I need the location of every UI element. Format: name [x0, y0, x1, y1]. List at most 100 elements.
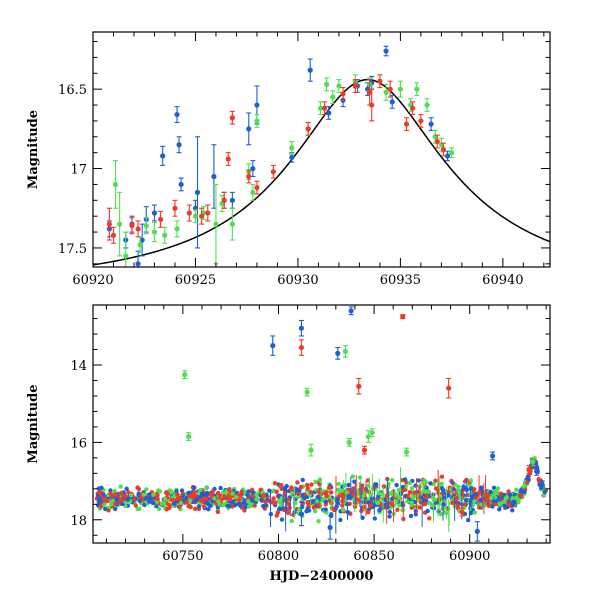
baseline-point — [254, 497, 259, 502]
baseline-point — [141, 492, 146, 497]
baseline-point — [199, 498, 205, 504]
baseline-point — [407, 480, 412, 486]
baseline-point — [489, 495, 494, 501]
data-point — [117, 221, 123, 227]
data-point — [369, 102, 375, 108]
top-panel: 60920 60925 60930 60935 60940 16.5 17 17.5 Magni… — [26, 31, 551, 288]
baseline-point — [151, 492, 156, 497]
baseline-point — [289, 490, 295, 496]
baseline-point — [112, 488, 118, 494]
baseline-point — [430, 503, 435, 508]
baseline-point — [309, 482, 314, 487]
data-point — [459, 509, 465, 515]
baseline-point — [380, 491, 385, 497]
baseline-point — [402, 477, 408, 482]
baseline-point — [466, 517, 471, 523]
baseline-point — [113, 493, 118, 498]
data-point — [151, 210, 158, 216]
rise-point — [514, 495, 519, 500]
baseline-point — [461, 486, 466, 491]
y-tick-label: 17.5 — [58, 242, 87, 257]
baseline-point — [418, 491, 424, 496]
baseline-point — [313, 479, 318, 485]
baseline-point — [413, 512, 418, 517]
baseline-point — [241, 498, 247, 503]
baseline-point — [502, 503, 507, 508]
y-tick-label: 16.5 — [58, 83, 87, 98]
baseline-point — [128, 493, 134, 498]
data-point — [383, 48, 389, 54]
baseline-point — [295, 480, 300, 485]
baseline-point — [175, 492, 180, 497]
data-point — [434, 138, 440, 145]
baseline-point — [413, 483, 418, 488]
baseline-point — [239, 489, 244, 495]
data-point — [137, 242, 143, 248]
data-point — [342, 348, 349, 355]
series-red — [106, 74, 447, 244]
data-point — [440, 146, 447, 153]
baseline-point — [169, 490, 174, 495]
baseline-point — [310, 499, 315, 504]
baseline-point — [162, 496, 167, 502]
baseline-point — [335, 497, 340, 502]
baseline-point — [113, 501, 118, 506]
baseline-point — [502, 499, 507, 504]
baseline-point — [451, 486, 456, 492]
baseline-point — [237, 497, 242, 502]
data-point — [139, 237, 145, 243]
bottom-data-layer — [94, 306, 548, 542]
baseline-point — [225, 494, 231, 499]
baseline-point — [311, 505, 316, 510]
baseline-point — [300, 492, 305, 498]
baseline-point — [450, 500, 455, 505]
baseline-point — [209, 492, 214, 497]
baseline-point — [385, 504, 390, 509]
baseline-point — [323, 490, 329, 495]
baseline-point — [119, 497, 124, 502]
data-point — [326, 110, 332, 116]
y-tick-label: 14 — [70, 359, 87, 374]
baseline-point — [157, 489, 163, 494]
baseline-point — [482, 501, 487, 506]
baseline-point — [216, 499, 221, 504]
baseline-point — [247, 504, 252, 509]
baseline-point — [179, 488, 185, 493]
baseline-point — [274, 513, 279, 518]
y-tick-label: 16 — [70, 436, 87, 451]
data-point — [289, 154, 295, 161]
baseline-point — [428, 481, 433, 486]
rise-point — [526, 476, 531, 482]
baseline-point — [137, 498, 142, 504]
baseline-point — [137, 506, 142, 512]
baseline-point — [423, 501, 428, 507]
baseline-point — [124, 486, 129, 491]
baseline-point — [422, 489, 428, 494]
baseline-point — [346, 482, 351, 488]
baseline-point — [439, 474, 445, 479]
data-point — [305, 126, 311, 132]
baseline-point — [187, 494, 193, 499]
baseline-point — [184, 500, 189, 505]
baseline-point — [221, 502, 226, 507]
baseline-point — [285, 510, 291, 515]
baseline-point — [387, 509, 392, 515]
data-point — [123, 253, 129, 259]
data-point — [335, 350, 341, 356]
baseline-point — [236, 501, 242, 507]
data-point — [129, 223, 135, 229]
baseline-point — [366, 500, 371, 505]
baseline-point — [294, 487, 299, 492]
data-point — [143, 223, 149, 229]
baseline-point — [472, 510, 478, 515]
x-axis-label: HJD−2400000 — [270, 569, 374, 584]
baseline-point — [245, 492, 250, 498]
baseline-point — [433, 478, 438, 483]
baseline-point — [192, 485, 197, 490]
baseline-point — [456, 484, 461, 489]
bottom-axes-frame — [92, 304, 551, 544]
data-point — [321, 105, 328, 111]
baseline-point — [387, 514, 392, 519]
top-data-layer — [93, 45, 550, 267]
baseline-point — [176, 504, 182, 509]
